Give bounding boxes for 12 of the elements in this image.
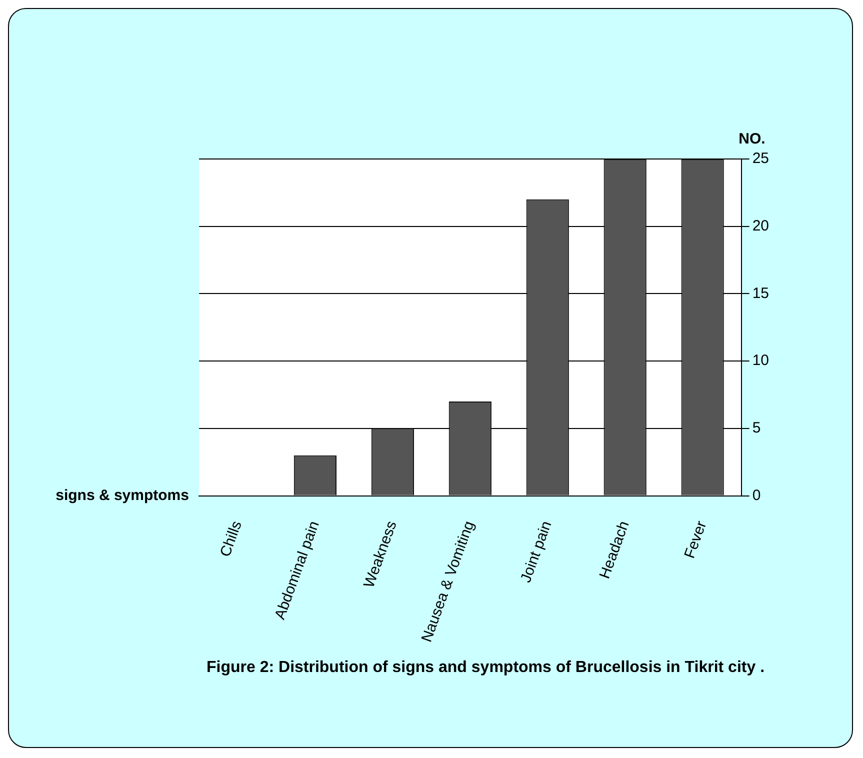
y-tick-label: 15 <box>752 284 770 302</box>
y-tick-label: 5 <box>752 420 761 437</box>
x-tick-label: Joint pain <box>517 518 556 585</box>
y-tick-label: 20 <box>752 217 770 234</box>
y-tick-label: 10 <box>752 352 770 370</box>
y-tick-label: 0 <box>752 486 761 504</box>
x-tick-label: Chills <box>216 518 246 560</box>
text: Figure 2: Distribution of signs and symptoms of Brucellosis in Tikrit city . <box>206 658 765 676</box>
y-axis-title: NO. <box>738 130 766 148</box>
y-tick-label: 25 <box>752 150 770 168</box>
x-axis-title: signs & symptoms <box>56 486 189 504</box>
x-tick-label: Fever <box>681 518 710 561</box>
